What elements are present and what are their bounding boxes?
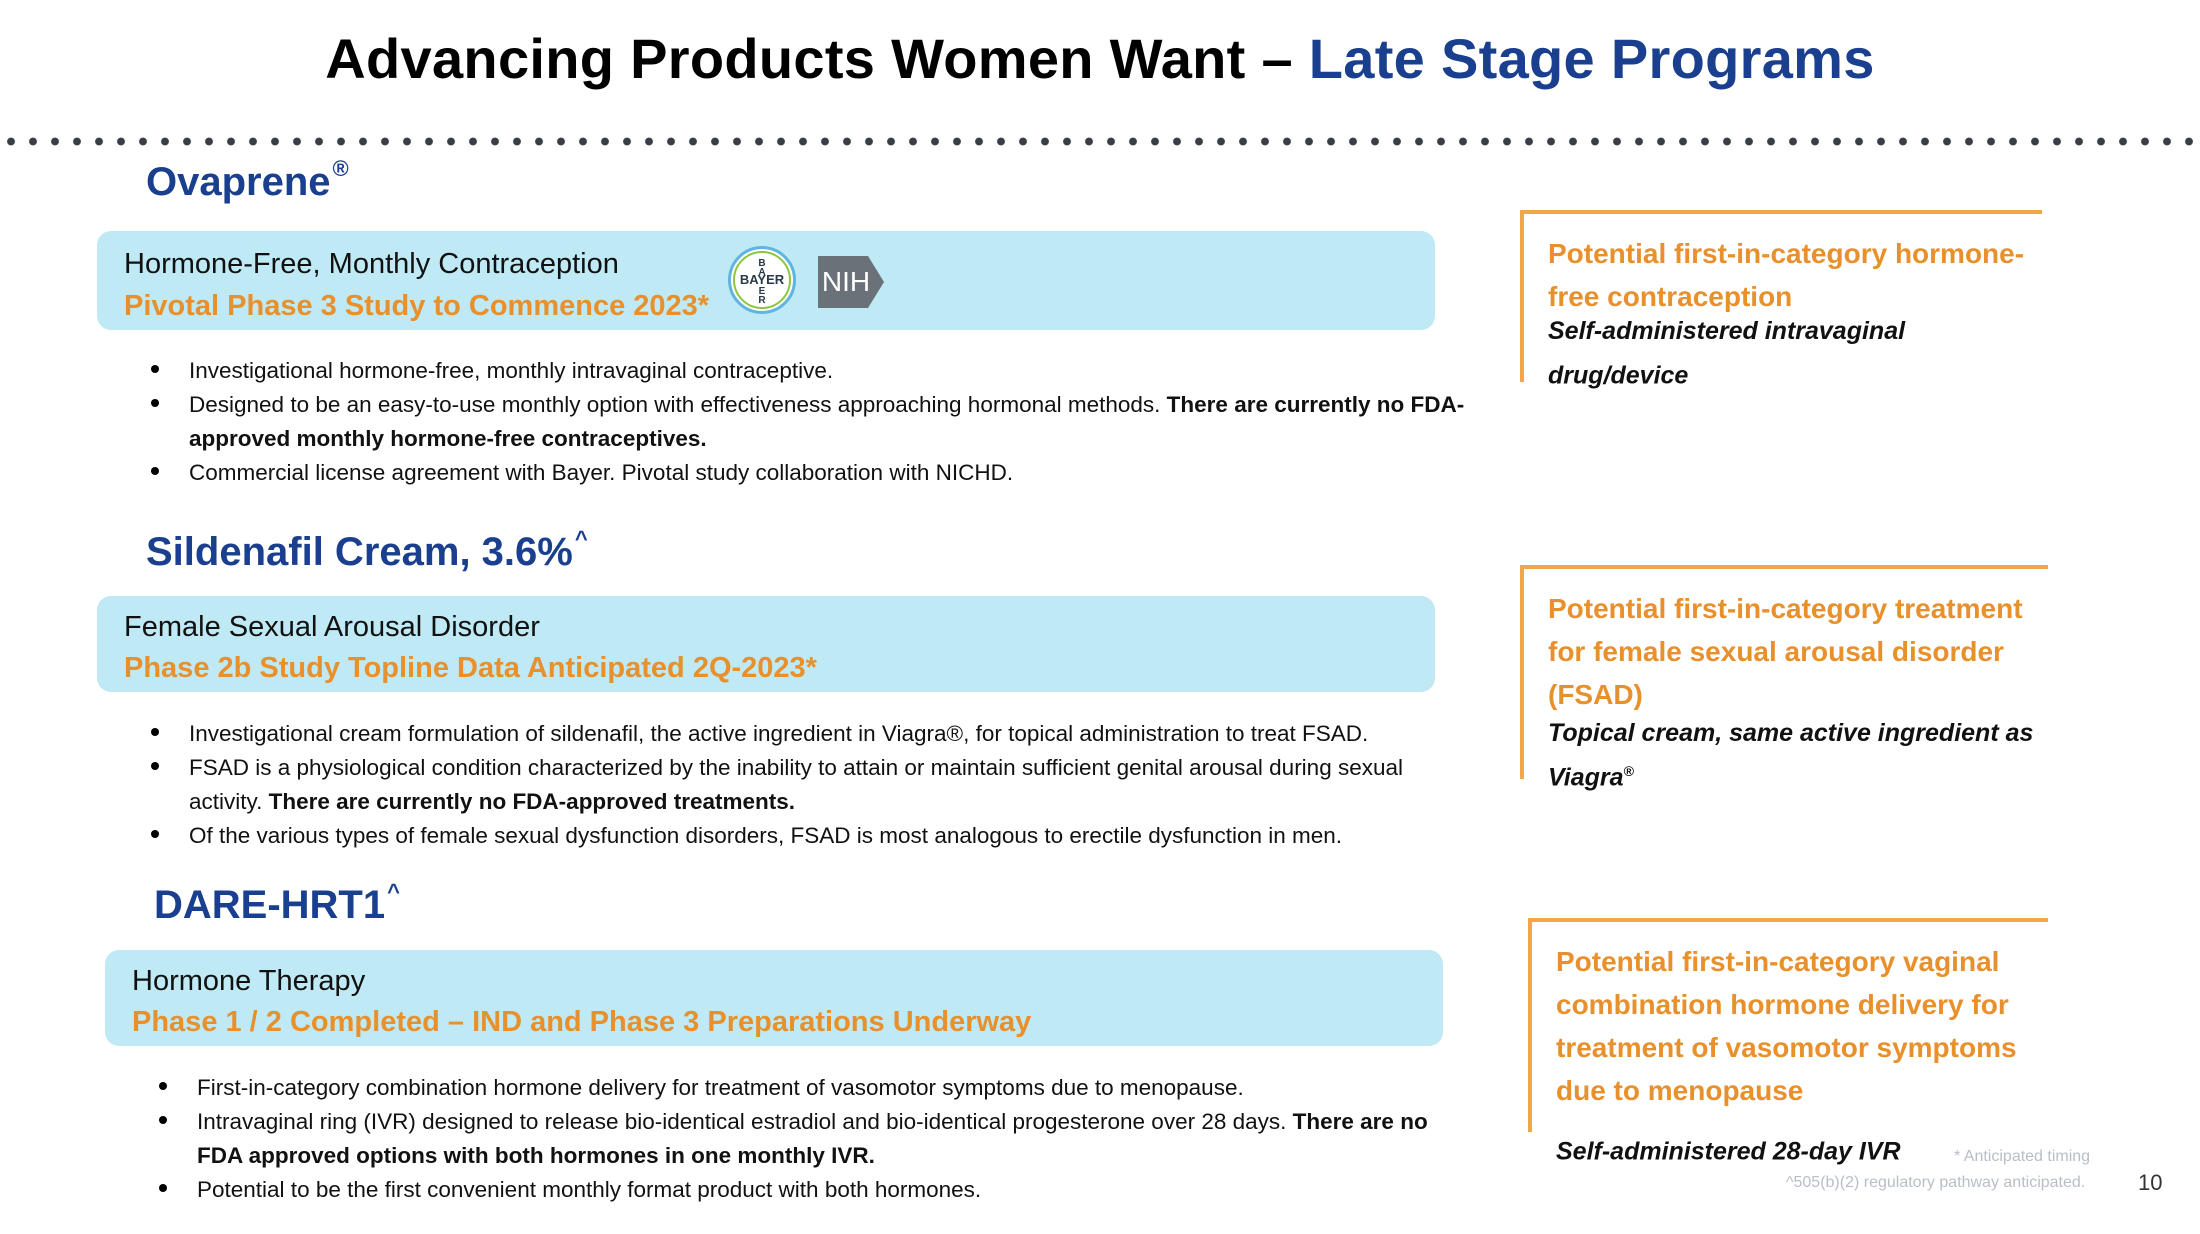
list-item: Designed to be an easy-to-use monthly op…	[147, 388, 1467, 456]
bullet-list-dare-hrt1: First-in-category combination hormone de…	[155, 1071, 1475, 1207]
list-item: Potential to be the first convenient mon…	[155, 1173, 1475, 1207]
list-item: Intravaginal ring (IVR) designed to rele…	[155, 1105, 1475, 1173]
banner-status: Phase 2b Study Topline Data Anticipated …	[124, 652, 817, 684]
bullet-list-ovaprene: Investigational hormone-free, monthly in…	[147, 354, 1467, 490]
bayer-logo: BAYER B A E R	[728, 246, 796, 314]
list-item: Of the various types of female sexual dy…	[147, 819, 1467, 853]
dotted-divider	[0, 137, 2200, 146]
program-name-dare-hrt1: DARE-HRT1^	[154, 879, 400, 927]
callout-subtitle: Self-administered intravaginal drug/devi…	[1548, 317, 1906, 390]
callout-title: Potential first-in-category vaginal comb…	[1556, 946, 2017, 1106]
svg-text:BAYER: BAYER	[740, 272, 785, 287]
banner-indication: Hormone-Free, Monthly Contraception	[124, 248, 619, 280]
callout-subtitle: Topical cream, same active ingredient as…	[1548, 719, 2034, 792]
list-item: FSAD is a physiological condition charac…	[147, 751, 1467, 819]
title-main: Advancing Products Women Want –	[325, 27, 1309, 90]
program-name-sildenafil: Sildenafil Cream, 3.6%^	[146, 526, 588, 574]
callout-dare-hrt1: Potential first-in-category vaginal comb…	[1528, 918, 2048, 1165]
page-number: 10	[2138, 1170, 2163, 1195]
svg-text:R: R	[758, 295, 766, 306]
program-banner-sildenafil: Female Sexual Arousal Disorder Phase 2b …	[97, 596, 1435, 692]
list-item: First-in-category combination hormone de…	[155, 1071, 1475, 1105]
callout-title: Potential first-in-category hormone-free…	[1548, 238, 2025, 312]
svg-text:A: A	[758, 267, 765, 278]
program-name-ovaprene: Ovaprene®	[146, 156, 349, 204]
list-item: Commercial license agreement with Bayer.…	[147, 456, 1467, 490]
callout-title: Potential first-in-category treatment fo…	[1548, 593, 2023, 710]
title-accent: Late Stage Programs	[1308, 27, 1875, 90]
caret-mark: ^	[574, 526, 588, 551]
callout-subtitle: Self-administered 28-day IVR	[1556, 1137, 1901, 1166]
footnote-pathway: ^505(b)(2) regulatory pathway anticipate…	[1786, 1174, 2086, 1191]
banner-indication: Hormone Therapy	[132, 965, 366, 997]
list-item: Investigational hormone-free, monthly in…	[147, 354, 1467, 388]
nih-logo: NIH	[818, 256, 886, 308]
banner-status: Phase 1 / 2 Completed – IND and Phase 3 …	[132, 1006, 1032, 1038]
banner-indication: Female Sexual Arousal Disorder	[124, 611, 540, 643]
svg-text:NIH: NIH	[822, 266, 870, 297]
callout-sildenafil: Potential first-in-category treatment fo…	[1520, 565, 2048, 791]
slide-title: Advancing Products Women Want – Late Sta…	[0, 26, 2200, 91]
bullet-list-sildenafil: Investigational cream formulation of sil…	[147, 717, 1467, 853]
program-banner-dare-hrt1: Hormone Therapy Phase 1 / 2 Completed – …	[105, 950, 1443, 1046]
registered-mark: ®	[332, 156, 349, 181]
svg-text:B: B	[758, 258, 765, 269]
banner-status: Pivotal Phase 3 Study to Commence 2023*	[124, 290, 710, 322]
footnote-timing: * Anticipated timing	[1954, 1148, 2091, 1165]
caret-mark: ^	[387, 879, 400, 904]
callout-ovaprene: Potential first-in-category hormone-free…	[1520, 210, 2042, 389]
svg-text:E: E	[759, 286, 766, 297]
list-item: Investigational cream formulation of sil…	[147, 717, 1467, 751]
